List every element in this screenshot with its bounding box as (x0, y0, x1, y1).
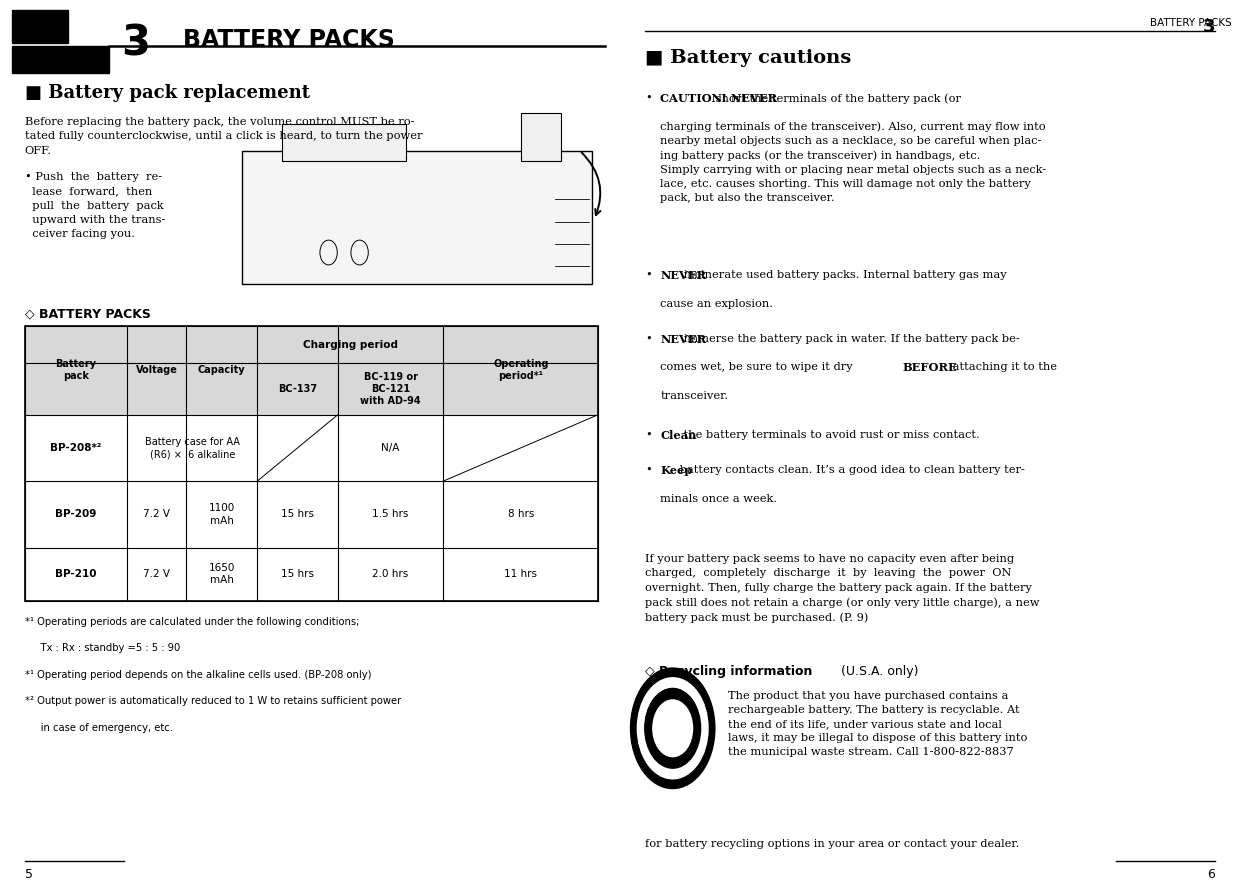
Text: •: • (645, 334, 651, 344)
Text: charging terminals of the transceiver). Also, current may flow into
nearby metal: charging terminals of the transceiver). … (660, 121, 1047, 203)
Text: 1.5 hrs: 1.5 hrs (372, 509, 409, 519)
Circle shape (645, 688, 701, 768)
Text: NEVER: NEVER (660, 270, 707, 281)
Text: BATTERY PACKS: BATTERY PACKS (184, 28, 394, 52)
Text: ◇ Recycling information: ◇ Recycling information (645, 664, 812, 678)
Text: 15 hrs: 15 hrs (281, 509, 314, 519)
Text: 1·800·822·8837: 1·800·822·8837 (653, 733, 692, 738)
Text: attaching it to the: attaching it to the (949, 362, 1056, 372)
Text: Operating
period*¹: Operating period*¹ (494, 360, 548, 381)
Text: BC-137: BC-137 (278, 384, 317, 394)
Bar (25, 326, 598, 601)
Text: Before replacing the battery pack, the volume control MUST be ro-
tated fully co: Before replacing the battery pack, the v… (25, 117, 423, 156)
Text: •: • (645, 430, 651, 439)
Text: ◇ BATTERY PACKS: ◇ BATTERY PACKS (25, 307, 151, 321)
Text: *¹ Operating period depends on the alkaline cells used. (BP-208 only): *¹ Operating period depends on the alkal… (25, 670, 371, 680)
Text: 1650
mAh: 1650 mAh (208, 563, 234, 586)
Text: Tx : Rx : standby =5 : 5 : 90: Tx : Rx : standby =5 : 5 : 90 (25, 643, 180, 653)
Text: 6: 6 (1208, 868, 1215, 882)
Text: •: • (645, 270, 651, 280)
Bar (521, 113, 560, 161)
Text: BP-208*²: BP-208*² (51, 443, 102, 453)
Text: •: • (645, 93, 651, 103)
Text: Charging period: Charging period (303, 339, 398, 350)
Text: 1100
mAh: 1100 mAh (208, 503, 234, 525)
Text: Battery
pack: Battery pack (56, 360, 97, 381)
Bar (12, 10, 68, 43)
Text: BP-209: BP-209 (56, 509, 97, 519)
Text: N/A: N/A (382, 443, 399, 453)
Text: If your battery pack seems to have no capacity even after being
charged,  comple: If your battery pack seems to have no ca… (645, 554, 1039, 623)
Text: 7.2 V: 7.2 V (143, 509, 170, 519)
Text: transceiver.: transceiver. (660, 391, 728, 400)
Text: BC-119 or
BC-121
with AD-94: BC-119 or BC-121 with AD-94 (361, 372, 420, 406)
Text: ■ Battery cautions: ■ Battery cautions (645, 49, 851, 66)
Text: Capacity: Capacity (198, 365, 246, 376)
Text: BEFORE: BEFORE (903, 362, 957, 373)
Text: 3: 3 (122, 22, 150, 64)
Text: (U.S.A. only): (U.S.A. only) (837, 664, 919, 678)
Text: immerse the battery pack in water. If the battery pack be-: immerse the battery pack in water. If th… (680, 334, 1019, 344)
Bar (25, 326, 598, 415)
Text: Keep: Keep (660, 465, 693, 476)
Text: •: • (645, 465, 651, 475)
Text: short the terminals of the battery pack (or: short the terminals of the battery pack … (712, 93, 961, 104)
Text: ■ Battery pack replacement: ■ Battery pack replacement (25, 84, 310, 102)
Bar (242, 151, 591, 284)
Text: incinerate used battery packs. Internal battery gas may: incinerate used battery packs. Internal … (680, 270, 1006, 280)
Text: The product that you have purchased contains a
rechargeable battery. The battery: The product that you have purchased cont… (729, 691, 1028, 757)
Text: 3: 3 (1203, 18, 1215, 35)
Bar (12, 46, 109, 73)
Text: Clean: Clean (660, 430, 697, 440)
Text: minals once a week.: minals once a week. (660, 494, 777, 503)
Text: 11 hrs: 11 hrs (505, 569, 537, 579)
Text: Battery case for AA
(R6) ×  6 alkaline: Battery case for AA (R6) × 6 alkaline (145, 437, 239, 459)
Circle shape (631, 668, 714, 789)
Text: BP-210: BP-210 (56, 569, 97, 579)
Text: Voltage: Voltage (135, 365, 177, 376)
Bar (283, 124, 407, 161)
Text: for battery recycling options in your area or contact your dealer.: for battery recycling options in your ar… (645, 839, 1019, 849)
Text: 5: 5 (25, 868, 32, 882)
Text: BATTERY PACKS: BATTERY PACKS (1149, 18, 1231, 27)
Text: the battery terminals to avoid rust or miss contact.: the battery terminals to avoid rust or m… (680, 430, 980, 439)
Text: *² Output power is automatically reduced to 1 W to retains sufficient power: *² Output power is automatically reduced… (25, 696, 401, 706)
Text: *¹ Operating periods are calculated under the following conditions;: *¹ Operating periods are calculated unde… (25, 617, 360, 626)
Text: 8 hrs: 8 hrs (507, 509, 534, 519)
Text: CAUTION! NEVER: CAUTION! NEVER (660, 93, 777, 104)
Text: cause an explosion.: cause an explosion. (660, 299, 774, 308)
Text: • Push  the  battery  re-
  lease  forward,  then
  pull  the  battery  pack
  u: • Push the battery re- lease forward, th… (25, 172, 165, 239)
Text: in case of emergency, etc.: in case of emergency, etc. (25, 723, 172, 733)
Text: 7.2 V: 7.2 V (143, 569, 170, 579)
Circle shape (652, 700, 693, 757)
Text: comes wet, be sure to wipe it dry: comes wet, be sure to wipe it dry (660, 362, 857, 372)
Text: battery contacts clean. It’s a good idea to clean battery ter-: battery contacts clean. It’s a good idea… (676, 465, 1024, 475)
Circle shape (637, 678, 708, 779)
Text: 15 hrs: 15 hrs (281, 569, 314, 579)
Text: 2.0 hrs: 2.0 hrs (372, 569, 409, 579)
Text: RECYCLE: RECYCLE (660, 710, 686, 715)
Text: NEVER: NEVER (660, 334, 707, 345)
